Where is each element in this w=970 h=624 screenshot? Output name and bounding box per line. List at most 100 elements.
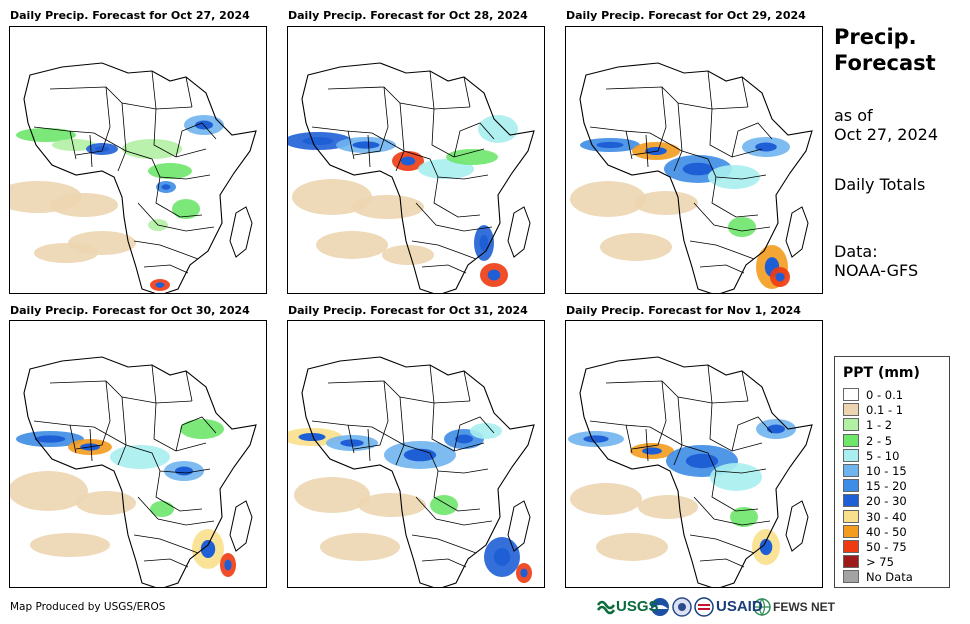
- usaid-logo-icon: [694, 597, 714, 617]
- precip-core: [583, 435, 609, 443]
- map-canvas: [288, 62, 535, 293]
- legend-item: No Data: [843, 570, 913, 585]
- precip-area: [30, 533, 110, 557]
- panel-title: Daily Precip. Forecast for Oct 27, 2024: [10, 9, 250, 22]
- legend-item: 10 - 15: [843, 464, 907, 479]
- noaa-logo-icon: [651, 598, 669, 616]
- legend-swatch: [843, 388, 859, 401]
- country-border: [709, 402, 763, 452]
- precip-area: [634, 191, 698, 215]
- country-border: [463, 370, 471, 402]
- precip-area: [122, 139, 182, 159]
- country-border: [89, 134, 93, 168]
- country-border: [151, 364, 157, 404]
- precip-core: [200, 540, 216, 558]
- precip-core: [175, 466, 193, 476]
- legend-swatch: [843, 509, 859, 523]
- precip-area: [478, 115, 518, 143]
- legend-item: 5 - 10: [843, 448, 900, 464]
- country-border: [415, 496, 493, 526]
- country-border: [137, 202, 215, 232]
- country-border: [731, 122, 773, 158]
- country-border: [347, 424, 355, 454]
- map-canvas: [568, 356, 813, 587]
- precip-area: [294, 477, 370, 513]
- forecast-map-oct28: [287, 26, 545, 294]
- forecast-map-nov1: [565, 320, 823, 588]
- legend-item: > 75: [843, 555, 894, 570]
- precip-area: [446, 149, 498, 165]
- precip-core: [775, 272, 785, 282]
- africa-outline: [301, 356, 535, 587]
- legend-item: 0 - 0.1: [843, 388, 903, 403]
- country-border: [137, 496, 215, 526]
- precip-area: [638, 495, 698, 519]
- precip-core: [34, 435, 66, 443]
- forecast-map-oct27: [9, 26, 267, 294]
- country-border: [33, 420, 127, 446]
- forecast-map-oct29: [565, 26, 823, 294]
- panel-title: Daily Precip. Forecast for Oct 29, 2024: [566, 9, 806, 22]
- country-border: [33, 126, 127, 152]
- precip-core: [487, 269, 501, 281]
- legend-item: 50 - 75: [843, 540, 907, 555]
- country-border: [353, 86, 389, 156]
- legend-swatch: [843, 464, 859, 477]
- country-border: [699, 264, 745, 274]
- legend-label: 5 - 10: [866, 448, 900, 463]
- legend-swatch: [843, 540, 859, 553]
- country-border: [421, 264, 467, 274]
- country-border: [433, 176, 481, 218]
- country-border: [429, 364, 435, 404]
- legend-label: > 75: [866, 555, 894, 570]
- precip-area: [708, 165, 760, 189]
- totals-label: Daily Totals: [834, 175, 926, 194]
- precip-area: [34, 243, 98, 263]
- country-border: [463, 76, 471, 108]
- legend-label: 10 - 15: [866, 464, 907, 478]
- map-canvas: [10, 62, 257, 293]
- precip-core: [352, 141, 380, 149]
- country-border: [69, 424, 77, 454]
- legend-label: 2 - 5: [866, 433, 893, 448]
- as-of-date: as of Oct 27, 2024: [834, 106, 938, 144]
- africa-outline: [301, 62, 535, 293]
- precip-core: [479, 234, 489, 252]
- map-canvas: [570, 62, 813, 293]
- country-border: [143, 264, 189, 274]
- country-border: [367, 134, 371, 168]
- map-canvas: [10, 356, 257, 587]
- country-border: [741, 76, 749, 108]
- country-border: [433, 470, 481, 512]
- country-border: [453, 416, 495, 452]
- precip-area: [292, 179, 372, 215]
- fews-globe-icon: [753, 598, 771, 617]
- precip-area: [382, 245, 434, 265]
- precip-core: [161, 184, 171, 190]
- africa-outline: [23, 356, 257, 587]
- legend-label: 1 - 2: [866, 418, 893, 433]
- precip-area: [358, 493, 426, 517]
- country-border: [689, 534, 755, 554]
- precip-area: [320, 533, 400, 561]
- country-border: [631, 86, 667, 156]
- precip-area: [570, 483, 642, 515]
- precip-area: [596, 533, 668, 561]
- madagascar-outline: [229, 500, 253, 552]
- legend-item: 1 - 2: [843, 418, 892, 433]
- map-credit: Map Produced by USGS/EROS: [10, 601, 166, 613]
- precip-area: [76, 491, 136, 515]
- country-border: [311, 126, 405, 152]
- forecast-map-oct31: [287, 320, 545, 588]
- precip-core: [94, 146, 110, 152]
- precip-area: [570, 181, 646, 217]
- country-border: [133, 534, 199, 554]
- precip-area: [110, 445, 170, 469]
- legend-swatch: [843, 479, 859, 493]
- precip-core: [302, 136, 334, 146]
- precip-area: [10, 471, 88, 511]
- precip-core: [298, 432, 326, 442]
- madagascar-outline: [785, 500, 809, 552]
- legend-label: 15 - 20: [866, 479, 907, 494]
- africa-landmass: [302, 357, 534, 587]
